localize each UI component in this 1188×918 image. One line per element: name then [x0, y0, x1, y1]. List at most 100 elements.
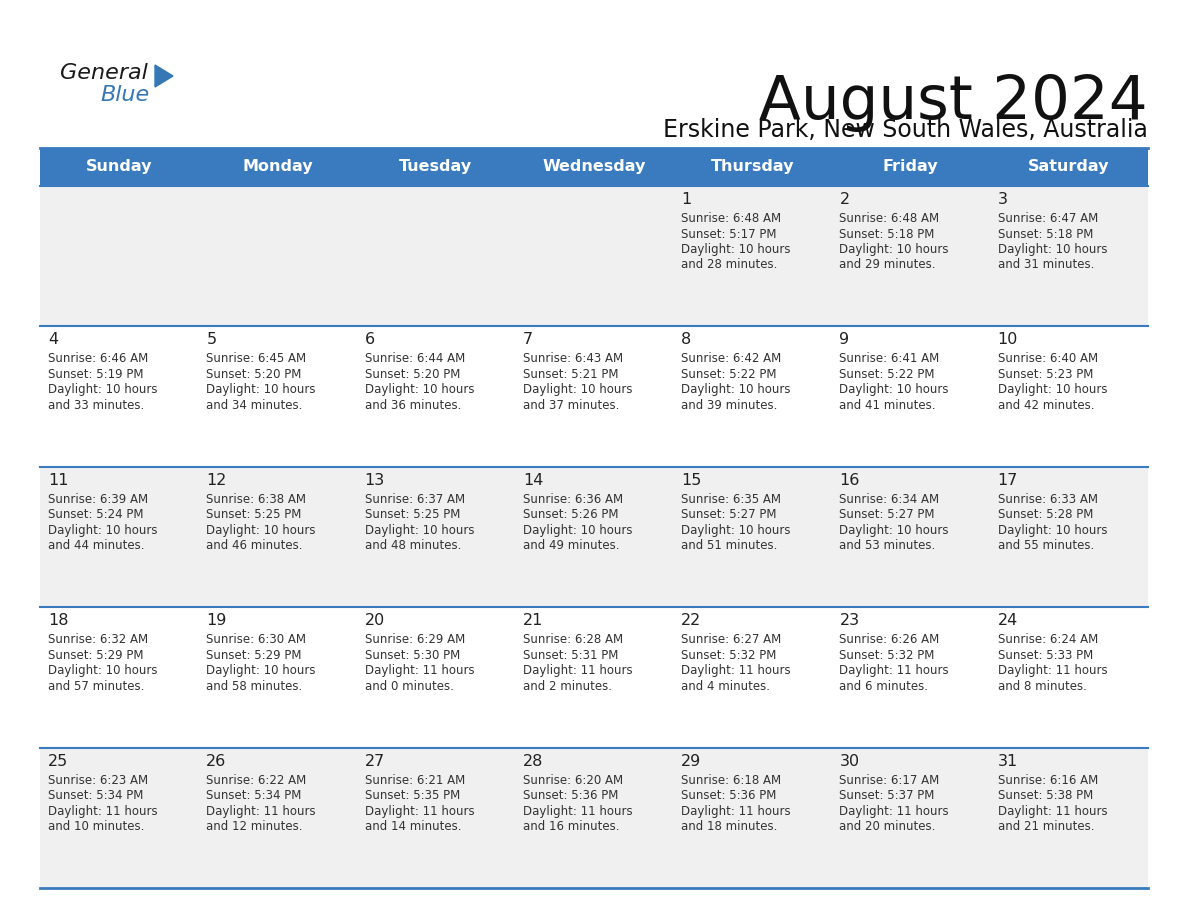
Text: Sunset: 5:36 PM: Sunset: 5:36 PM [681, 789, 777, 802]
Text: Sunset: 5:23 PM: Sunset: 5:23 PM [998, 368, 1093, 381]
Text: 15: 15 [681, 473, 702, 487]
Text: 26: 26 [207, 754, 227, 768]
Text: and 16 minutes.: and 16 minutes. [523, 820, 619, 834]
Text: Daylight: 11 hours: Daylight: 11 hours [840, 804, 949, 818]
Text: and 6 minutes.: and 6 minutes. [840, 679, 929, 693]
Text: and 21 minutes.: and 21 minutes. [998, 820, 1094, 834]
Text: and 48 minutes.: and 48 minutes. [365, 539, 461, 553]
Text: Sunrise: 6:39 AM: Sunrise: 6:39 AM [48, 493, 148, 506]
Text: Sunrise: 6:45 AM: Sunrise: 6:45 AM [207, 353, 307, 365]
Text: Sunset: 5:38 PM: Sunset: 5:38 PM [998, 789, 1093, 802]
Text: 9: 9 [840, 332, 849, 347]
Text: Sunrise: 6:22 AM: Sunrise: 6:22 AM [207, 774, 307, 787]
Bar [40, 466, 1148, 607]
Text: Sunset: 5:22 PM: Sunset: 5:22 PM [840, 368, 935, 381]
Text: Sunrise: 6:47 AM: Sunrise: 6:47 AM [998, 212, 1098, 225]
Text: Sunrise: 6:33 AM: Sunrise: 6:33 AM [998, 493, 1098, 506]
Text: Sunrise: 6:48 AM: Sunrise: 6:48 AM [681, 212, 782, 225]
Text: Daylight: 10 hours: Daylight: 10 hours [998, 384, 1107, 397]
Text: 30: 30 [840, 754, 860, 768]
Text: Sunset: 5:25 PM: Sunset: 5:25 PM [207, 509, 302, 521]
Text: 13: 13 [365, 473, 385, 487]
Text: Daylight: 10 hours: Daylight: 10 hours [681, 384, 791, 397]
Text: Sunrise: 6:36 AM: Sunrise: 6:36 AM [523, 493, 623, 506]
Text: 20: 20 [365, 613, 385, 628]
Text: Erskine Park, New South Wales, Australia: Erskine Park, New South Wales, Australia [663, 118, 1148, 142]
Text: and 20 minutes.: and 20 minutes. [840, 820, 936, 834]
Text: and 49 minutes.: and 49 minutes. [523, 539, 619, 553]
Text: Sunset: 5:18 PM: Sunset: 5:18 PM [840, 228, 935, 241]
Text: Sunrise: 6:18 AM: Sunrise: 6:18 AM [681, 774, 782, 787]
Text: Sunrise: 6:30 AM: Sunrise: 6:30 AM [207, 633, 307, 646]
Text: Sunset: 5:28 PM: Sunset: 5:28 PM [998, 509, 1093, 521]
Text: Sunrise: 6:38 AM: Sunrise: 6:38 AM [207, 493, 307, 506]
Bar [40, 148, 1148, 186]
Text: 29: 29 [681, 754, 701, 768]
Text: 14: 14 [523, 473, 543, 487]
Text: 24: 24 [998, 613, 1018, 628]
Text: 25: 25 [48, 754, 68, 768]
Text: 22: 22 [681, 613, 701, 628]
Text: Sunrise: 6:23 AM: Sunrise: 6:23 AM [48, 774, 148, 787]
Text: 11: 11 [48, 473, 69, 487]
Text: Sunset: 5:35 PM: Sunset: 5:35 PM [365, 789, 460, 802]
Text: 17: 17 [998, 473, 1018, 487]
Text: Daylight: 11 hours: Daylight: 11 hours [365, 804, 474, 818]
Text: Thursday: Thursday [710, 160, 794, 174]
Text: Daylight: 10 hours: Daylight: 10 hours [840, 243, 949, 256]
Text: Sunset: 5:20 PM: Sunset: 5:20 PM [207, 368, 302, 381]
Text: Sunrise: 6:27 AM: Sunrise: 6:27 AM [681, 633, 782, 646]
Text: Sunrise: 6:26 AM: Sunrise: 6:26 AM [840, 633, 940, 646]
Text: and 44 minutes.: and 44 minutes. [48, 539, 145, 553]
Text: Sunset: 5:24 PM: Sunset: 5:24 PM [48, 509, 144, 521]
Text: Sunrise: 6:35 AM: Sunrise: 6:35 AM [681, 493, 782, 506]
Text: Sunset: 5:29 PM: Sunset: 5:29 PM [48, 649, 144, 662]
Text: Sunset: 5:34 PM: Sunset: 5:34 PM [207, 789, 302, 802]
Text: Sunrise: 6:28 AM: Sunrise: 6:28 AM [523, 633, 623, 646]
Text: Tuesday: Tuesday [399, 160, 473, 174]
Text: Daylight: 11 hours: Daylight: 11 hours [998, 804, 1107, 818]
Text: 27: 27 [365, 754, 385, 768]
Text: 28: 28 [523, 754, 543, 768]
Bar [40, 747, 1148, 888]
Text: Sunrise: 6:20 AM: Sunrise: 6:20 AM [523, 774, 623, 787]
Text: Sunset: 5:27 PM: Sunset: 5:27 PM [840, 509, 935, 521]
Text: Daylight: 10 hours: Daylight: 10 hours [681, 524, 791, 537]
Text: Sunrise: 6:17 AM: Sunrise: 6:17 AM [840, 774, 940, 787]
Text: and 57 minutes.: and 57 minutes. [48, 679, 145, 693]
Text: and 58 minutes.: and 58 minutes. [207, 679, 303, 693]
Text: Daylight: 11 hours: Daylight: 11 hours [365, 665, 474, 677]
Bar [40, 327, 1148, 466]
Text: 3: 3 [998, 192, 1007, 207]
Text: and 28 minutes.: and 28 minutes. [681, 259, 777, 272]
Text: Sunrise: 6:21 AM: Sunrise: 6:21 AM [365, 774, 465, 787]
Text: Sunrise: 6:46 AM: Sunrise: 6:46 AM [48, 353, 148, 365]
Text: General: General [61, 63, 147, 83]
Text: and 10 minutes.: and 10 minutes. [48, 820, 145, 834]
Text: Sunset: 5:25 PM: Sunset: 5:25 PM [365, 509, 460, 521]
Text: and 29 minutes.: and 29 minutes. [840, 259, 936, 272]
Text: Daylight: 11 hours: Daylight: 11 hours [681, 665, 791, 677]
Bar [40, 607, 1148, 747]
Text: Wednesday: Wednesday [542, 160, 646, 174]
Text: and 34 minutes.: and 34 minutes. [207, 399, 303, 412]
Text: Sunset: 5:33 PM: Sunset: 5:33 PM [998, 649, 1093, 662]
Text: 6: 6 [365, 332, 374, 347]
Text: 7: 7 [523, 332, 533, 347]
Text: and 42 minutes.: and 42 minutes. [998, 399, 1094, 412]
Text: Daylight: 10 hours: Daylight: 10 hours [840, 384, 949, 397]
Text: Sunset: 5:29 PM: Sunset: 5:29 PM [207, 649, 302, 662]
Text: and 36 minutes.: and 36 minutes. [365, 399, 461, 412]
Text: 21: 21 [523, 613, 543, 628]
Text: Daylight: 11 hours: Daylight: 11 hours [840, 665, 949, 677]
Text: and 12 minutes.: and 12 minutes. [207, 820, 303, 834]
Text: and 2 minutes.: and 2 minutes. [523, 679, 612, 693]
Text: Sunset: 5:27 PM: Sunset: 5:27 PM [681, 509, 777, 521]
Text: Sunset: 5:21 PM: Sunset: 5:21 PM [523, 368, 619, 381]
Text: Sunrise: 6:44 AM: Sunrise: 6:44 AM [365, 353, 465, 365]
Text: Daylight: 10 hours: Daylight: 10 hours [207, 384, 316, 397]
Text: 12: 12 [207, 473, 227, 487]
Text: Daylight: 10 hours: Daylight: 10 hours [523, 524, 632, 537]
Text: Sunset: 5:18 PM: Sunset: 5:18 PM [998, 228, 1093, 241]
Text: Daylight: 10 hours: Daylight: 10 hours [207, 665, 316, 677]
